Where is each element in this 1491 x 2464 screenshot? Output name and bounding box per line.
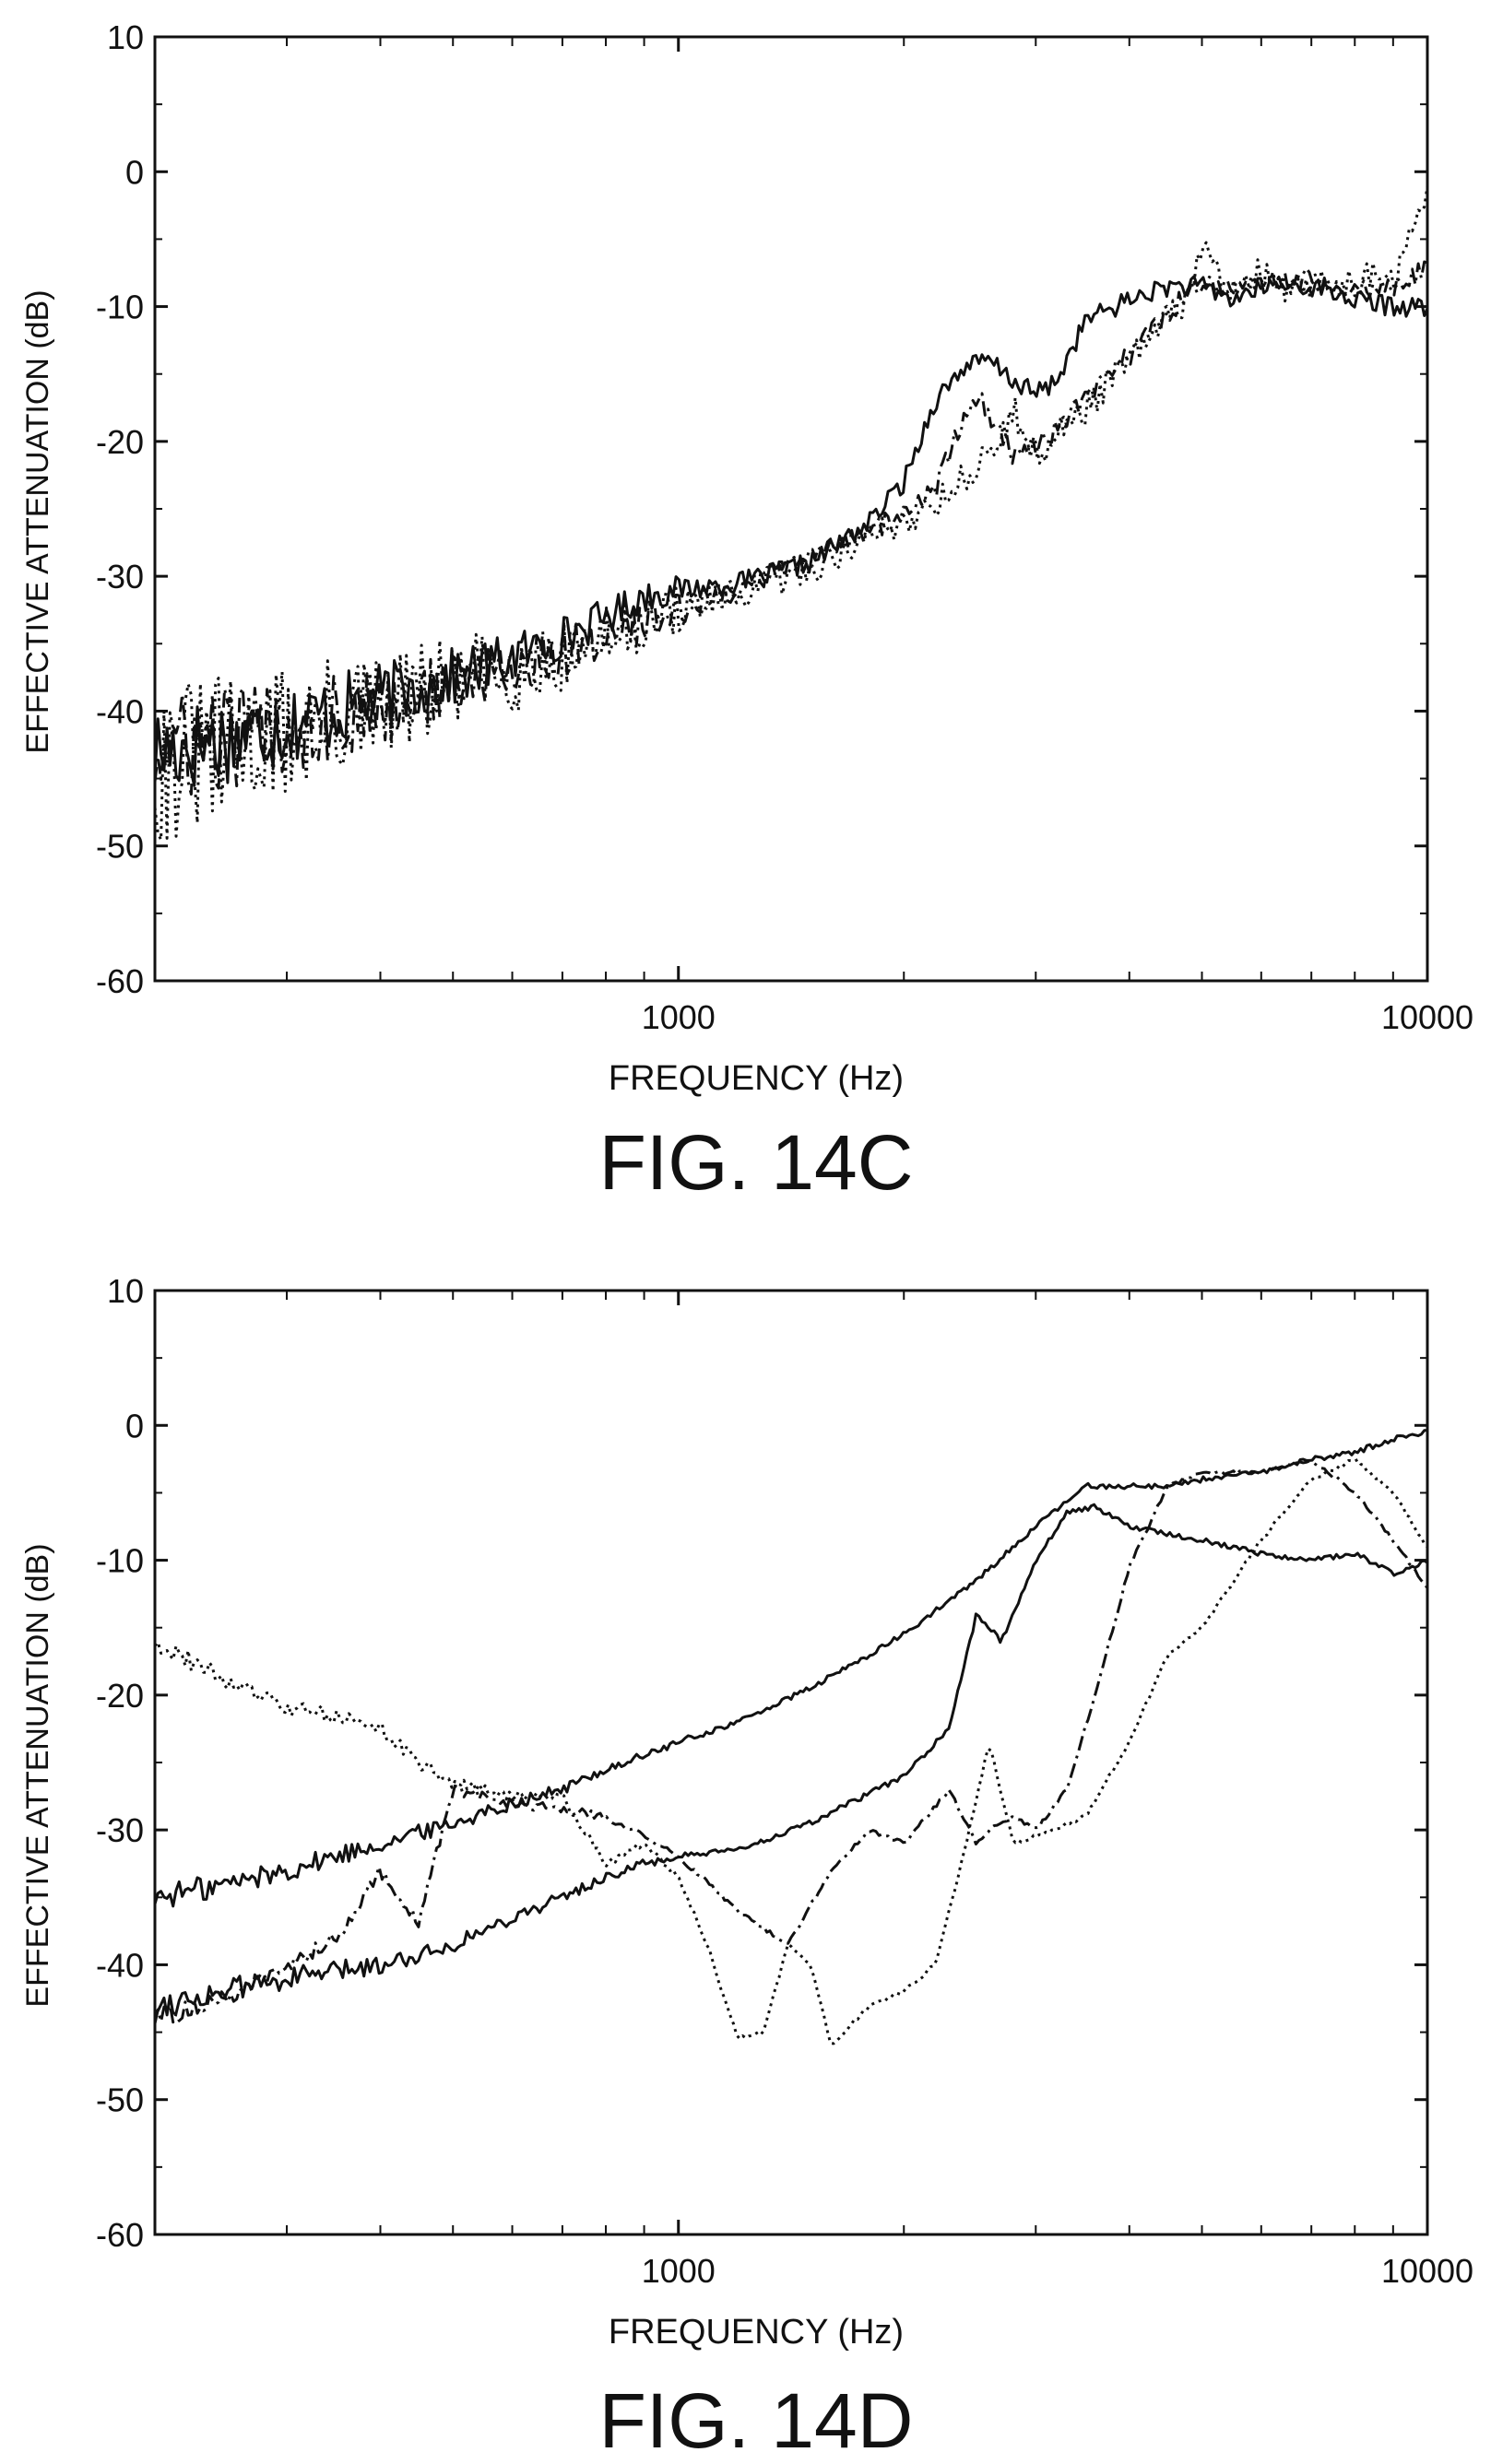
series-line-dotted bbox=[153, 185, 1429, 842]
y-tick-label: -60 bbox=[96, 962, 144, 1000]
x-tick-label: 1000 bbox=[642, 2252, 716, 2290]
y-tick-label: -10 bbox=[96, 1542, 144, 1580]
y-tick-label: -20 bbox=[96, 423, 144, 461]
chart-fig-14c: 10 0 -10 -20 -30 -40 -50 -60 1000 10000 FREQUENC… bbox=[20, 18, 1473, 1206]
y-tick-label: -40 bbox=[96, 692, 144, 730]
series-line-dash-dot bbox=[153, 1459, 1429, 2024]
x-axis-label: FREQUENCY (Hz) bbox=[609, 1059, 904, 1098]
series-group bbox=[153, 185, 1429, 842]
chart-fig-14d: 10 0 -10 -20 -30 -40 -50 -60 1000 10000 FREQUENC… bbox=[20, 1272, 1473, 2464]
y-tick-label: -60 bbox=[96, 2216, 144, 2254]
figure-caption: FIG. 14D bbox=[599, 2377, 914, 2464]
y-axis-ticks: 10 0 -10 -20 -30 -40 -50 -60 bbox=[96, 1272, 1427, 2254]
y-tick-label: -30 bbox=[96, 558, 144, 595]
series-line-dotted bbox=[153, 1458, 1429, 2045]
y-axis-label: EFFECTIVE ATTENUATION (dB) bbox=[20, 289, 55, 753]
y-tick-label: -50 bbox=[96, 2081, 144, 2119]
x-axis-ticks: 1000 10000 bbox=[154, 1291, 1473, 2290]
y-tick-label: -10 bbox=[96, 289, 144, 326]
y-axis-ticks: 10 0 -10 -20 -30 -40 -50 -60 bbox=[96, 18, 1427, 1000]
plot-area-frame bbox=[153, 1289, 1429, 2236]
series-group bbox=[153, 1429, 1429, 2045]
y-tick-label: -20 bbox=[96, 1677, 144, 1715]
y-tick-label: 0 bbox=[125, 153, 144, 191]
y-tick-label: 10 bbox=[107, 1272, 144, 1310]
x-axis-ticks: 1000 10000 bbox=[154, 37, 1473, 1036]
figure-caption: FIG. 14C bbox=[599, 1119, 914, 1206]
plot-area-frame bbox=[153, 35, 1429, 983]
y-tick-label: -50 bbox=[96, 828, 144, 866]
x-tick-label: 10000 bbox=[1381, 998, 1473, 1036]
y-tick-label: 0 bbox=[125, 1407, 144, 1444]
series-line-dash-dot bbox=[153, 260, 1428, 796]
series-line-solid bbox=[153, 1429, 1428, 1908]
y-axis-label: EFFECTIVE ATTENUATION (dB) bbox=[20, 1543, 55, 2007]
x-axis-label: FREQUENCY (Hz) bbox=[609, 2313, 904, 2352]
series-line-solid bbox=[154, 1503, 1428, 2017]
series-line-solid bbox=[153, 275, 1429, 787]
y-tick-label: -30 bbox=[96, 1811, 144, 1849]
y-tick-label: 10 bbox=[107, 18, 144, 56]
x-tick-label: 10000 bbox=[1381, 2252, 1473, 2290]
y-tick-label: -40 bbox=[96, 1946, 144, 1984]
x-tick-label: 1000 bbox=[642, 998, 716, 1036]
